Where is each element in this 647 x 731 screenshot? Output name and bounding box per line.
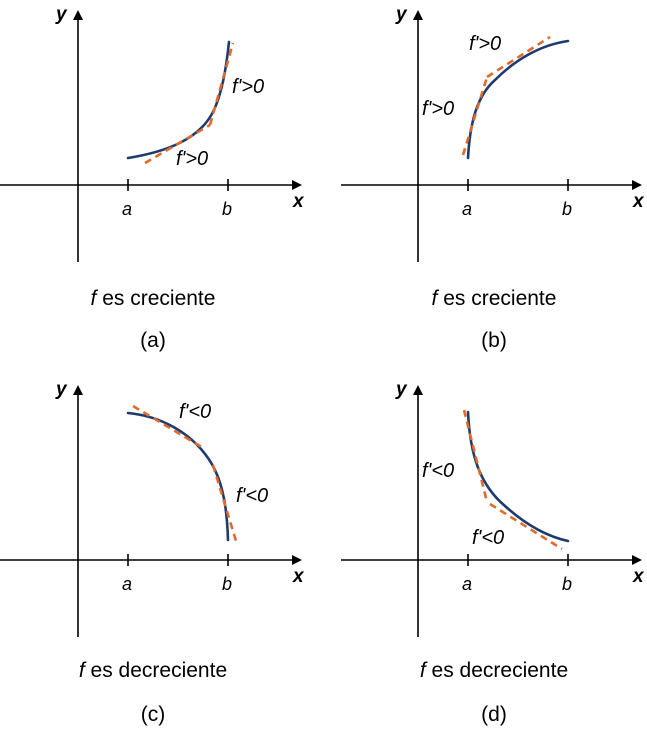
tick-b-label: b (562, 574, 572, 594)
panel-letter: (a) (140, 329, 166, 352)
caption-text: es creciente (437, 287, 556, 310)
caption-f: f (79, 659, 87, 682)
function-curve (466, 410, 570, 543)
panel-b: y x a b f'>0 f'>0 f es creciente (b) (341, 4, 645, 352)
x-axis-label: x (632, 191, 645, 212)
caption: f es creciente (432, 287, 557, 310)
x-axis-label: x (292, 191, 305, 212)
caption: f es decreciente (79, 659, 227, 682)
tick-b-label: b (562, 199, 572, 219)
panel-letter: (d) (481, 703, 507, 726)
derivative-label: f'<0 (472, 527, 504, 549)
caption: f es creciente (91, 287, 216, 310)
panel-d: y x a b f'<0 f'<0 f es decreciente (d) (341, 379, 645, 726)
tangent-line (489, 502, 563, 551)
derivative-label: f'>0 (422, 98, 454, 120)
derivative-label: f'<0 (179, 401, 211, 423)
caption-f: f (91, 287, 99, 310)
tick-b-label: b (222, 199, 232, 219)
y-axis-label: y (55, 4, 68, 25)
tangent-line (132, 404, 206, 451)
panel-letter: (c) (141, 703, 166, 726)
tick-a-label: a (462, 199, 472, 219)
x-axis-label: x (632, 566, 645, 587)
panel-c: y x a b f'<0 f'<0 f es decreciente (c) (0, 379, 305, 726)
y-axis-label: y (395, 4, 408, 25)
derivative-label: f'>0 (176, 148, 208, 170)
tangent-line (208, 42, 235, 126)
tick-a-label: a (122, 199, 132, 219)
derivative-label: f'<0 (422, 460, 454, 482)
caption-f: f (432, 287, 440, 310)
function-curve (126, 40, 231, 160)
tick-a-label: a (122, 574, 132, 594)
derivative-label: f'<0 (236, 485, 268, 507)
tick-a-label: a (462, 574, 472, 594)
derivative-label: f'>0 (232, 76, 264, 98)
y-axis-label: y (55, 379, 68, 400)
x-axis-label: x (292, 566, 305, 587)
caption-text: es decreciente (426, 659, 568, 682)
caption: f es decreciente (420, 659, 568, 682)
tangent-line (461, 76, 489, 156)
caption-text: es decreciente (85, 659, 227, 682)
tick-b-label: b (222, 574, 232, 594)
derivative-label: f'>0 (469, 33, 501, 55)
caption-f: f (420, 659, 428, 682)
y-axis-label: y (395, 379, 408, 400)
panel-letter: (b) (481, 329, 507, 352)
tangent-line (462, 409, 489, 503)
tangent-line (144, 123, 211, 165)
tangent-line (486, 35, 551, 79)
panel-a: y x a b f'>0 f'>0 f es creciente (a) (0, 4, 305, 352)
tangent-line (211, 464, 238, 542)
caption-text: es creciente (96, 287, 215, 310)
